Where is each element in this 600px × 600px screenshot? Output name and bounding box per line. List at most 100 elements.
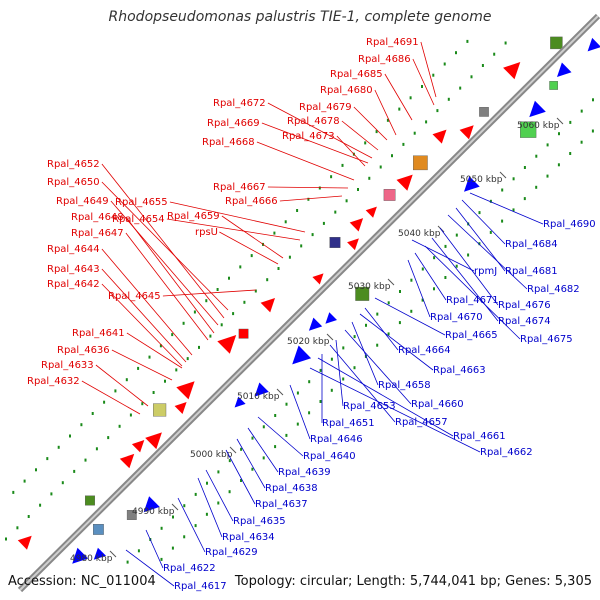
gc-dot — [107, 436, 110, 440]
gc-dot — [569, 120, 572, 124]
forward-gene-label: Rpal_4659 — [167, 211, 220, 222]
gene-box — [479, 107, 489, 117]
forward-gene-label: Rpal_4633 — [41, 360, 94, 371]
gene-box — [355, 286, 370, 301]
gene-box — [126, 510, 137, 520]
scale-ticks: 4980 kbp 4990 kbp 5000 kbp 5010 kbp 5020 kbp… — [70, 117, 564, 564]
gc-dot — [296, 209, 299, 212]
gc-dot — [523, 166, 526, 169]
gc-dot — [91, 412, 94, 415]
gc-dot — [57, 445, 60, 449]
gc-dot — [501, 188, 504, 192]
gene-arrow — [308, 317, 323, 331]
forward-gene-leader — [279, 195, 343, 202]
accession-label: Accession: NC_011004 — [8, 574, 156, 589]
gc-dot — [341, 163, 344, 167]
gene-arrow — [365, 206, 377, 218]
gc-dot — [402, 142, 405, 146]
topology-label: Topology: circular; Length: 5,744,041 bp… — [234, 574, 592, 589]
gc-dot — [194, 524, 197, 528]
gc-dot — [364, 141, 367, 145]
gc-dot — [311, 233, 314, 237]
gc-dot — [489, 230, 492, 234]
gc-dot — [432, 73, 435, 77]
forward-gene-label: Rpal_4645 — [108, 291, 161, 302]
gc-dot — [455, 233, 458, 237]
reverse-gene-label: Rpal_4651 — [322, 418, 375, 429]
forward-gene-label: Rpal_4649 — [56, 196, 109, 207]
reverse-gene-leader — [335, 339, 344, 407]
reverse-gene-label: Rpal_4637 — [255, 499, 308, 510]
gc-dot — [228, 490, 231, 494]
tick-label: 5050 kbp — [460, 175, 503, 185]
reverse-gene-label: Rpal_4646 — [310, 434, 363, 445]
gc-dot — [386, 118, 389, 122]
reverse-gene-label: Rpal_4670 — [430, 312, 483, 323]
gene-arrow — [292, 345, 312, 365]
forward-gene-label: Rpal_4641 — [72, 328, 125, 339]
gc-dot — [183, 535, 186, 539]
gc-dot — [172, 515, 174, 519]
genome-title: Rhodopseudomonas palustris TIE-1, comple… — [108, 9, 492, 25]
reverse-gene-label: Rpal_4681 — [505, 266, 558, 277]
reverse-gene-leader — [431, 237, 499, 322]
reverse-gene-leader — [125, 549, 175, 587]
gc-dot — [330, 388, 333, 392]
reverse-gene-label: Rpal_4638 — [265, 483, 318, 494]
gc-dot — [27, 515, 30, 518]
gc-dot — [470, 75, 473, 79]
gc-dot — [5, 537, 7, 541]
tick-label: 5020 kbp — [287, 337, 330, 347]
reverse-gene-leader — [309, 367, 481, 453]
gene-box — [92, 524, 104, 535]
gc-dot — [217, 501, 220, 505]
forward-gene-leader — [101, 283, 183, 367]
tick-label: 5010 kbp — [237, 392, 280, 402]
gc-dot — [217, 470, 220, 474]
gc-dot — [398, 321, 401, 325]
gc-dot — [254, 289, 257, 293]
gc-dot — [410, 278, 413, 282]
reverse-gene-leader — [225, 449, 256, 505]
reverse-gene-leader — [177, 497, 206, 553]
gc-dot — [376, 343, 379, 347]
reverse-gene-leader — [424, 245, 521, 340]
reverse-gene-label: Rpal_4622 — [163, 563, 216, 574]
gc-dot — [319, 368, 322, 372]
tick-mark — [276, 388, 284, 396]
gene-arrow — [119, 453, 135, 469]
gene-arrow — [217, 335, 237, 354]
gc-dot — [307, 197, 310, 201]
forward-gene-leader — [412, 58, 435, 106]
gc-dot — [228, 276, 230, 280]
forward-gene-label: Rpal_4652 — [47, 159, 100, 170]
gc-dot — [379, 165, 382, 169]
forward-gene-label: Rpal_4642 — [47, 279, 100, 290]
reverse-gene-leader — [205, 469, 234, 522]
gc-dot — [591, 129, 594, 133]
gc-dot — [114, 389, 117, 393]
forward-gene-leader — [126, 332, 183, 369]
forward-gene-leader — [420, 41, 437, 98]
gc-dot — [421, 298, 424, 302]
gc-dot — [80, 423, 83, 427]
forward-gene-label: rpsU — [195, 227, 218, 238]
gc-dot — [205, 512, 208, 516]
gc-dot — [284, 220, 287, 224]
gene-arrow — [464, 176, 480, 192]
forward-gene-leader — [95, 364, 149, 407]
gc-dot — [164, 379, 166, 383]
gc-dot — [308, 411, 311, 415]
reverse-gene-label: Rpal_4663 — [433, 365, 486, 376]
gene-arrow — [587, 37, 600, 52]
reverse-gene-label: Rpal_4661 — [453, 431, 506, 442]
gene-arrow — [432, 129, 447, 144]
gc-dot — [296, 391, 299, 395]
forward-gene-leader — [101, 181, 229, 311]
gc-dot — [504, 41, 507, 45]
gc-dot — [171, 546, 174, 550]
gc-dot — [39, 503, 42, 507]
gc-dot — [478, 242, 481, 246]
gc-dot — [285, 402, 288, 406]
gc-dot — [365, 323, 367, 327]
